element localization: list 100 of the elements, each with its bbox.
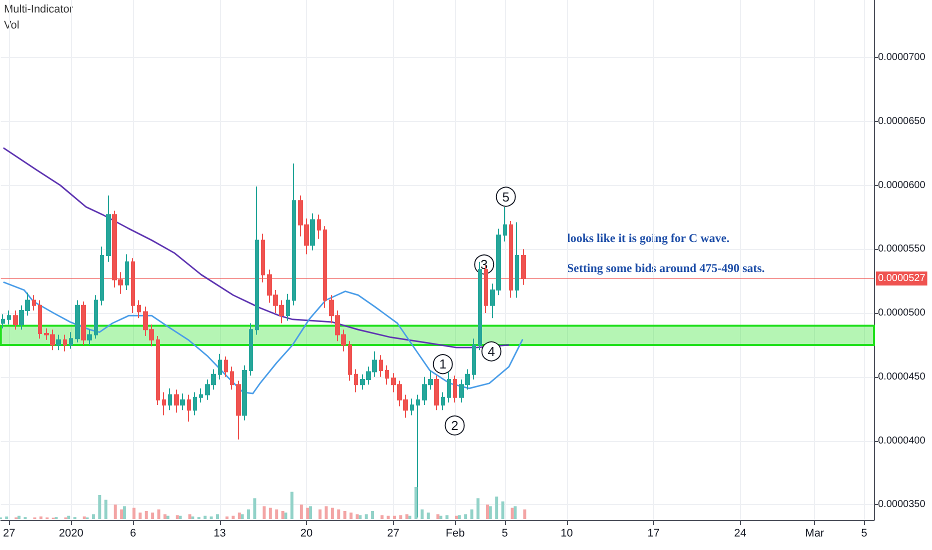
bar: [476, 498, 480, 519]
bar: [166, 516, 170, 519]
x-tick-label: 27: [2, 528, 16, 540]
bar: [486, 504, 489, 519]
bar: [501, 501, 504, 519]
x-tick-label: 27: [387, 528, 400, 540]
bar: [216, 514, 219, 519]
x-tick-label: Feb: [446, 528, 465, 540]
bar: [120, 509, 124, 519]
bar: [386, 516, 390, 519]
y-tick-label: 0.0000600: [878, 180, 926, 191]
bar: [157, 509, 160, 519]
candlestick: [323, 226, 327, 308]
candlestick: [230, 366, 234, 390]
bar: [488, 506, 492, 519]
bar: [204, 516, 207, 519]
y-tick-label: 0.0000450: [878, 371, 926, 382]
candlestick: [137, 300, 141, 319]
candlestick: [38, 300, 42, 340]
bar: [281, 511, 284, 519]
bar: [426, 512, 430, 519]
candlestick: [75, 300, 80, 343]
x-tick-label: 5: [861, 528, 868, 540]
bar: [132, 508, 136, 519]
bar: [151, 512, 154, 519]
bar: [439, 516, 442, 519]
candlestick: [32, 294, 36, 311]
candlestick: [87, 329, 92, 346]
annotation: 2: [451, 418, 458, 433]
bar: [523, 509, 526, 519]
candlestick: [410, 398, 414, 416]
bar: [67, 516, 70, 519]
bar: [405, 514, 408, 519]
bar: [510, 508, 514, 519]
bar: [238, 512, 241, 519]
candlestick: [434, 375, 439, 411]
candlestick: [193, 392, 197, 416]
candlestick: [472, 338, 476, 380]
x-tick-label: 5: [502, 528, 508, 540]
candlestick: [385, 364, 389, 386]
x-tick-label: 2020: [58, 528, 84, 540]
bar: [122, 506, 126, 519]
annotation: 5: [502, 189, 510, 204]
candlestick: [354, 368, 358, 393]
bar: [114, 504, 117, 519]
candlestick: [249, 322, 253, 376]
bar: [104, 500, 108, 519]
candlestick: [168, 388, 172, 411]
bar: [163, 514, 166, 519]
y-tick-label: 0.0000500: [878, 308, 926, 319]
bar: [343, 511, 346, 519]
bar: [300, 504, 303, 519]
bar: [144, 511, 148, 519]
bar: [458, 515, 461, 519]
candlestick: [81, 301, 86, 346]
bar: [306, 508, 310, 519]
bar: [350, 512, 353, 519]
x-tick-label: Mar: [805, 528, 824, 540]
x-tick-label: 10: [560, 528, 573, 540]
bar: [188, 514, 192, 519]
bar: [464, 514, 468, 519]
candlestick: [236, 380, 241, 440]
bar: [253, 498, 256, 519]
bar: [275, 509, 278, 519]
candlestick: [261, 233, 265, 283]
bar: [380, 515, 384, 519]
bar: [454, 516, 458, 519]
bar: [337, 509, 340, 519]
bar: [240, 514, 244, 519]
annotation: Setting some bids around 475-490 sats.: [567, 261, 765, 275]
candlestick: [310, 212, 315, 251]
candlestick: [1, 314, 5, 329]
bar: [330, 508, 334, 519]
candlestick: [156, 336, 160, 406]
candlestick: [174, 389, 179, 414]
x-tick-label: 24: [734, 528, 746, 540]
bar: [392, 516, 396, 519]
bar: [356, 514, 359, 519]
bar: [98, 495, 102, 519]
ref-line-label: 0.0000527: [878, 273, 926, 284]
bar: [5, 516, 8, 519]
bar: [445, 515, 448, 519]
bar: [92, 514, 95, 519]
bar: [290, 492, 294, 519]
annotation: 1: [439, 356, 446, 372]
candlestick: [63, 334, 67, 352]
candlestick: [242, 364, 247, 421]
candlestick: [187, 394, 191, 422]
candlestick: [292, 163, 296, 306]
bar: [82, 516, 86, 519]
candlestick: [286, 293, 290, 322]
line-series: [3, 282, 524, 394]
line-series: [3, 147, 510, 348]
bar: [268, 508, 272, 519]
y-tick-label: 0.0000350: [878, 499, 926, 510]
candlestick: [199, 388, 203, 403]
candlestick: [317, 214, 321, 240]
candlestick: [13, 310, 18, 330]
candlestick: [162, 392, 166, 416]
bar: [420, 509, 424, 519]
